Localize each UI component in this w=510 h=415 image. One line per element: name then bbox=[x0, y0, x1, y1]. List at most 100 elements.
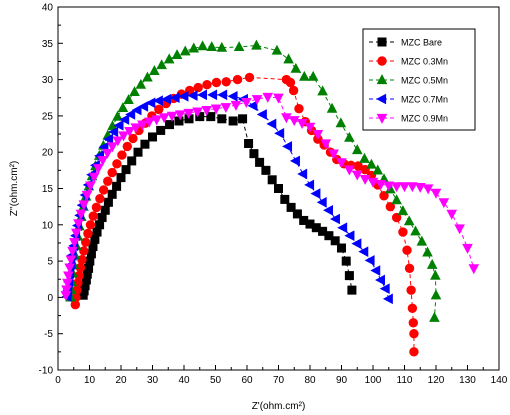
data-point bbox=[103, 197, 113, 207]
data-point bbox=[188, 42, 200, 53]
data-point bbox=[391, 212, 402, 223]
data-point bbox=[98, 185, 109, 195]
data-point bbox=[379, 191, 389, 201]
data-point bbox=[169, 92, 180, 104]
data-point bbox=[77, 254, 87, 265]
data-point bbox=[193, 82, 203, 93]
data-point bbox=[117, 150, 127, 160]
data-point bbox=[221, 77, 231, 87]
data-point bbox=[230, 100, 242, 111]
x-axis-title: Z'(ohm.cm²) bbox=[252, 401, 306, 412]
data-point bbox=[404, 263, 415, 274]
data-point bbox=[145, 97, 156, 109]
data-point bbox=[161, 93, 172, 105]
legend-item: MZC 0.3Mn bbox=[369, 56, 448, 67]
data-point bbox=[408, 318, 419, 328]
data-point bbox=[251, 39, 262, 50]
data-point bbox=[468, 264, 480, 275]
data-point bbox=[344, 131, 355, 142]
data-point bbox=[156, 59, 167, 70]
data-point bbox=[462, 243, 473, 254]
data-point bbox=[122, 141, 133, 152]
data-point bbox=[273, 184, 283, 194]
legend-marker bbox=[377, 37, 387, 47]
data-point bbox=[83, 228, 93, 239]
data-point bbox=[102, 148, 113, 159]
data-point bbox=[137, 120, 148, 131]
y-tick-label: 5 bbox=[47, 257, 53, 268]
data-point bbox=[197, 40, 208, 51]
data-point bbox=[454, 224, 465, 235]
data-point bbox=[220, 103, 232, 114]
y-tick-label: 0 bbox=[47, 293, 53, 304]
x-tick-label: 10 bbox=[84, 375, 96, 386]
y-axis-title: Z''(ohm.cm²) bbox=[9, 161, 20, 216]
y-tick-label: -10 bbox=[39, 366, 54, 377]
series-line bbox=[82, 116, 353, 296]
data-point bbox=[288, 116, 300, 127]
data-point bbox=[197, 89, 207, 101]
data-point bbox=[430, 269, 441, 280]
data-point bbox=[165, 120, 175, 130]
data-point bbox=[446, 209, 458, 220]
data-point bbox=[370, 265, 381, 276]
data-point bbox=[379, 283, 390, 294]
data-point bbox=[131, 104, 142, 116]
data-point bbox=[69, 238, 80, 249]
data-point bbox=[67, 246, 78, 257]
legend-label: MZC 0.7Mn bbox=[401, 95, 448, 105]
legend: MZC Bare MZC 0.3Mn MZC 0.5Mn MZC 0.7Mn MZC 0… bbox=[362, 28, 476, 131]
data-point bbox=[125, 109, 136, 120]
data-point bbox=[88, 211, 98, 221]
data-point bbox=[210, 104, 222, 115]
data-point bbox=[402, 245, 412, 255]
legend-label: MZC 0.9Mn bbox=[401, 114, 448, 124]
data-point bbox=[81, 237, 91, 247]
data-point bbox=[140, 139, 150, 149]
data-point bbox=[97, 156, 109, 167]
data-point bbox=[330, 236, 340, 246]
data-point bbox=[344, 230, 355, 241]
series-line bbox=[65, 96, 475, 296]
data-point bbox=[207, 89, 218, 101]
data-point bbox=[95, 193, 105, 204]
data-point bbox=[179, 45, 191, 56]
data-point bbox=[385, 201, 396, 212]
data-point bbox=[286, 202, 296, 212]
data-point bbox=[206, 112, 216, 122]
x-tick-label: 90 bbox=[336, 375, 348, 386]
data-point bbox=[88, 172, 100, 183]
data-point bbox=[233, 41, 245, 52]
data-point bbox=[107, 189, 117, 199]
data-point bbox=[100, 205, 110, 215]
data-point bbox=[274, 128, 285, 139]
data-point bbox=[124, 127, 135, 137]
data-point bbox=[341, 256, 351, 266]
data-point bbox=[166, 111, 178, 122]
data-point bbox=[244, 72, 255, 83]
data-point bbox=[70, 228, 82, 239]
data-point bbox=[285, 77, 296, 88]
data-point bbox=[247, 100, 258, 112]
legend-item: MZC 0.5Mn bbox=[369, 74, 448, 86]
data-point bbox=[127, 156, 137, 166]
x-tick-label: 120 bbox=[428, 375, 445, 386]
x-tick-label: 30 bbox=[147, 375, 159, 386]
data-point bbox=[409, 329, 419, 339]
data-point bbox=[256, 109, 267, 120]
data-point bbox=[183, 108, 195, 119]
data-point bbox=[347, 285, 357, 295]
legend-marker bbox=[376, 74, 388, 85]
x-tick-label: 140 bbox=[491, 375, 508, 386]
data-point bbox=[174, 110, 186, 121]
data-point bbox=[438, 198, 450, 209]
data-point bbox=[288, 85, 299, 96]
data-point bbox=[107, 142, 118, 153]
data-point bbox=[262, 92, 274, 103]
data-point bbox=[312, 129, 324, 140]
legend-marker bbox=[376, 93, 387, 105]
data-point bbox=[336, 158, 347, 169]
data-point bbox=[138, 101, 149, 112]
data-point bbox=[358, 246, 369, 257]
data-point bbox=[317, 85, 328, 96]
